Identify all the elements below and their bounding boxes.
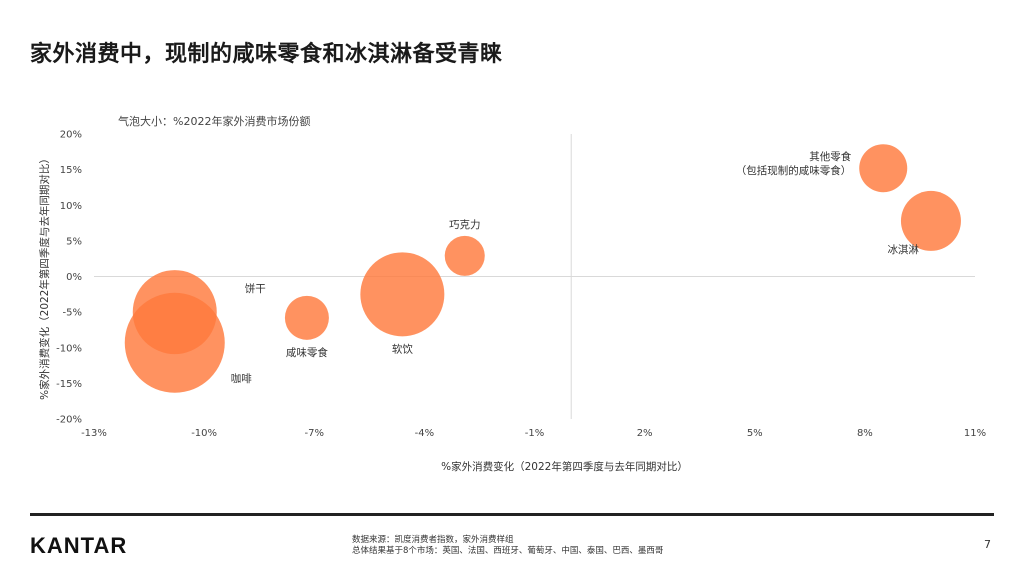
x-tick-label: 8%: [857, 428, 873, 439]
bubbles: [124, 144, 961, 393]
bubble-label: 巧克力: [449, 218, 481, 231]
y-tick-label: 20%: [60, 130, 82, 141]
page-title: 家外消费中，现制的咸味零食和冰淇淋备受青睐: [30, 42, 503, 67]
y-tick-label: 10%: [60, 201, 82, 212]
bubble-label: 饼干: [245, 282, 266, 295]
x-tick-label: 2%: [637, 428, 653, 439]
x-tick-label: -4%: [415, 428, 434, 439]
x-axis-title: %家外消费变化（2022年第四季度与去年同期对比）: [441, 460, 688, 473]
x-tick-label: -10%: [191, 428, 217, 439]
x-tick-label: 11%: [964, 428, 986, 439]
bubble: [132, 270, 217, 355]
x-tick-label: -13%: [81, 428, 107, 439]
bubble: [900, 190, 961, 251]
y-tick-label: -5%: [63, 308, 82, 319]
bubble: [284, 295, 329, 340]
y-tick-label: 0%: [66, 272, 82, 283]
y-tick-label: -15%: [56, 379, 82, 390]
footer-divider: [30, 513, 994, 516]
y-axis-title: %家外消费变化（2022年第四季度与去年同期对比）: [38, 153, 51, 400]
page-number: 7: [984, 538, 991, 551]
x-tick-label: -7%: [305, 428, 324, 439]
x-axis-ticks: -13% -10% -7% -4% -1% 2% 5% 8% 11%: [81, 428, 986, 439]
bubble: [444, 235, 485, 276]
bubble-label: 其他零食（包括现制的咸味零食）: [736, 150, 852, 177]
x-tick-label: -1%: [525, 428, 544, 439]
data-source-note: 数据来源：凯度消费者指数，家外消费样组 总体结果基于8个市场：英国、法国、西班牙…: [352, 535, 663, 557]
y-tick-label: -10%: [56, 343, 82, 354]
y-tick-label: -20%: [56, 415, 82, 426]
source-line-1: 数据来源：凯度消费者指数，家外消费样组: [352, 535, 514, 545]
bubble-label: 咸味零食: [286, 346, 328, 359]
bubble-size-note: 气泡大小：%2022年家外消费市场份额: [118, 115, 311, 128]
bubble: [859, 144, 908, 193]
bubble: [360, 252, 445, 337]
bubble-label: 软饮: [392, 342, 413, 355]
source-line-2: 总体结果基于8个市场：英国、法国、西班牙、葡萄牙、中国、泰国、巴西、墨西哥: [352, 546, 664, 556]
kantar-logo: KANTAR: [30, 533, 128, 558]
y-axis-ticks: 20% 15% 10% 5% 0% -5% -10% -15% -20%: [56, 130, 82, 426]
y-tick-label: 5%: [66, 236, 82, 247]
y-tick-label: 15%: [60, 165, 82, 176]
bubble-label: 冰淇淋: [887, 243, 919, 256]
reference-lines: [94, 134, 975, 419]
x-tick-label: 5%: [747, 428, 763, 439]
bubble-label: 咖啡: [231, 373, 252, 385]
